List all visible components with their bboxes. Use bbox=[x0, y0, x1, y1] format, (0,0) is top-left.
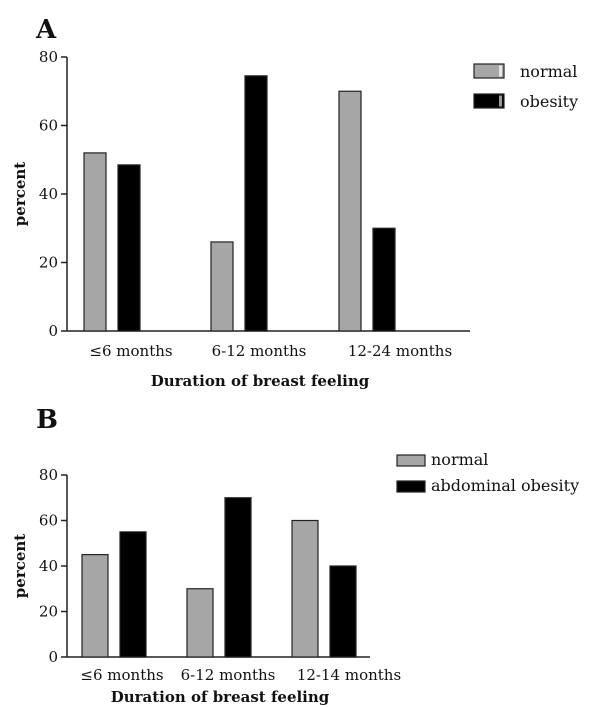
panel-a-y-axis-title: percent bbox=[11, 162, 29, 227]
x-category-label: 6-12 months bbox=[212, 342, 307, 360]
y-tick-label: 80 bbox=[39, 466, 58, 484]
y-tick-label: 40 bbox=[39, 557, 58, 575]
y-tick-label: 0 bbox=[48, 648, 58, 666]
legend-label: abdominal obesity bbox=[431, 476, 579, 495]
x-category-label: ≤6 months bbox=[89, 342, 172, 360]
bar-obesity-2 bbox=[372, 227, 396, 332]
legend-swatch bbox=[396, 480, 426, 493]
bar-obesity-0 bbox=[119, 531, 147, 658]
y-tick-label: 60 bbox=[39, 117, 58, 135]
panel-a-x-axis-title: Duration of breast feeling bbox=[151, 372, 370, 390]
x-category-label: 12-14 months bbox=[297, 666, 401, 684]
legend-swatch bbox=[473, 63, 505, 79]
panel-a-category-labels: ≤6 months 6-12 months 12-24 months bbox=[89, 342, 452, 360]
legend-label: normal bbox=[431, 450, 488, 469]
legend-swatch bbox=[396, 454, 426, 467]
panel-a-chart: A percent Duration of breast feeling 0 20… bbox=[11, 15, 578, 390]
bar-obesity-1 bbox=[224, 497, 252, 658]
legend-label: obesity bbox=[520, 92, 578, 111]
bar-obesity-0 bbox=[117, 164, 141, 332]
bar-normal-2 bbox=[338, 90, 362, 332]
panel-b-y-axis-title: percent bbox=[11, 534, 29, 599]
bar-normal-2 bbox=[291, 519, 319, 658]
panel-b-chart: B percent Duration of breast feeling 0 20… bbox=[11, 405, 579, 706]
panel-a-legend: normal obesity bbox=[473, 62, 578, 111]
y-tick-label: 40 bbox=[39, 185, 58, 203]
panel-b-legend: normal abdominal obesity bbox=[396, 450, 579, 495]
bar-normal-1 bbox=[186, 588, 214, 658]
panel-b-letter: B bbox=[36, 405, 58, 435]
x-category-label: 6-12 months bbox=[181, 666, 276, 684]
panel-a-letter: A bbox=[35, 15, 57, 45]
y-tick-label: 20 bbox=[39, 603, 58, 621]
legend-swatch bbox=[473, 93, 505, 109]
panel-b-axes: 0 20 40 60 80 bbox=[39, 466, 370, 666]
panel-b-bars bbox=[81, 497, 357, 658]
y-tick-label: 60 bbox=[39, 512, 58, 530]
y-tick-label: 20 bbox=[39, 254, 58, 272]
y-tick-label: 0 bbox=[48, 322, 58, 340]
bar-normal-0 bbox=[83, 152, 107, 332]
x-category-label: ≤6 months bbox=[80, 666, 163, 684]
panel-b-x-axis-title: Duration of breast feeling bbox=[111, 688, 330, 706]
panel-b-category-labels: ≤6 months 6-12 months 12-14 months bbox=[80, 666, 401, 684]
legend-label: normal bbox=[520, 62, 577, 81]
x-category-label: 12-24 months bbox=[348, 342, 452, 360]
panel-a-bars bbox=[83, 75, 396, 332]
y-tick-label: 80 bbox=[39, 48, 58, 66]
bar-normal-0 bbox=[81, 554, 109, 658]
legend-swatch-highlight bbox=[499, 65, 502, 77]
bar-obesity-1 bbox=[244, 75, 268, 332]
bar-obesity-2 bbox=[329, 565, 357, 658]
legend-swatch-highlight bbox=[499, 95, 502, 107]
bar-normal-1 bbox=[210, 241, 234, 332]
